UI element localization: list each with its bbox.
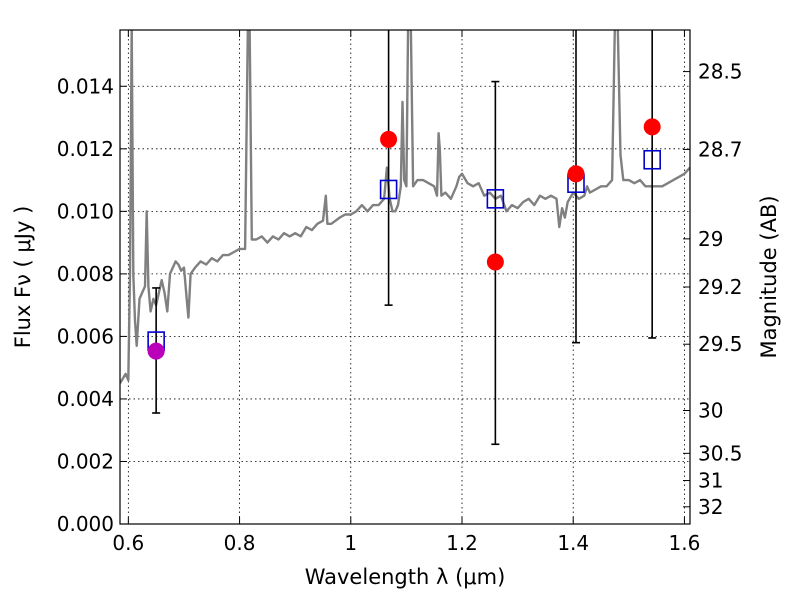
model-band-box [379, 179, 398, 200]
y-tick-label: 0.010 [57, 199, 114, 223]
x-tick-label: 0.6 [112, 531, 144, 555]
right-tick-label: 30.5 [698, 441, 743, 465]
grid-lines [120, 30, 690, 525]
y-tick-label: 0.002 [57, 449, 114, 473]
right-tick-label: 28.7 [698, 137, 743, 161]
model-band-box [643, 149, 661, 170]
x-tick-label: 1 [344, 531, 357, 555]
y-tick-label: 0.000 [57, 512, 114, 536]
x-tick-label: 1.2 [446, 531, 478, 555]
y-axis-title: Flux Fν ( μJy ) [11, 206, 35, 349]
y-tick-label: 0.012 [57, 137, 114, 161]
plot-frame [119, 29, 691, 525]
tick-marks: 0.6 0.8 1 1.2 1.4 1.6 0.000 0.002 0.004 0.006 0.00… [57, 30, 743, 555]
right-tick-label: 32 [698, 495, 723, 519]
observed-flux-point [147, 342, 165, 360]
y-tick-label: 0.014 [57, 74, 114, 98]
observed-flux-point [567, 165, 585, 183]
data-layer [120, 30, 690, 446]
right-tick-label: 28.5 [698, 60, 743, 84]
y-tick-label: 0.008 [57, 262, 114, 286]
observed-flux-point [380, 130, 398, 148]
right-tick-label: 30 [698, 399, 723, 423]
right-tick-label: 29 [698, 227, 723, 251]
observed-flux-point [643, 118, 661, 136]
right-tick-label: 29.5 [698, 332, 743, 356]
right-tick-label: 31 [698, 469, 723, 493]
x-tick-label: 0.8 [224, 531, 256, 555]
model-spectrum-line [120, 30, 690, 384]
y-tick-label: 0.006 [57, 324, 114, 348]
observed-flux-point [486, 253, 504, 271]
right-axis-title: Magnitude (AB) [757, 195, 781, 358]
x-tick-label: 1.6 [669, 531, 701, 555]
x-axis-title: Wavelength λ (μm) [305, 565, 506, 589]
model-band-box [486, 189, 505, 209]
y-tick-label: 0.004 [57, 387, 114, 411]
right-tick-label: 29.2 [698, 275, 743, 299]
x-tick-label: 1.4 [557, 531, 589, 555]
